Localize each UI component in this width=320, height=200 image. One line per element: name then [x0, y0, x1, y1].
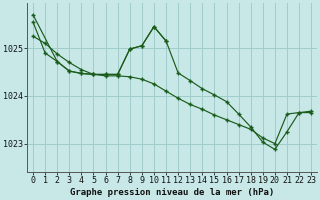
X-axis label: Graphe pression niveau de la mer (hPa): Graphe pression niveau de la mer (hPa) — [70, 188, 274, 197]
